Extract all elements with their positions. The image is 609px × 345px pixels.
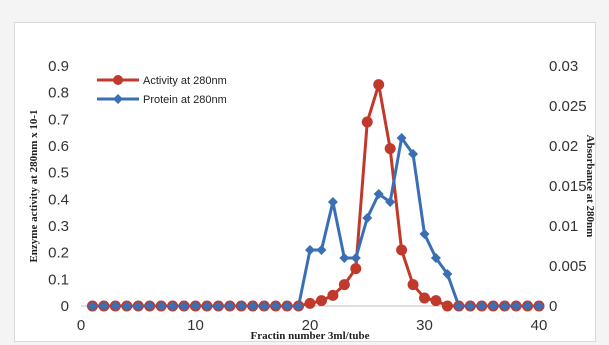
data-point [167,301,178,311]
data-point [201,301,212,311]
data-point [259,301,270,311]
y2-tick-label: 0.02 [549,138,578,155]
legend-label: Activity at 280nm [143,75,227,87]
data-point [282,301,293,311]
data-point [488,301,499,311]
data-point [293,301,304,311]
data-point [522,301,533,311]
data-point [419,292,430,304]
y-tick-label: 0 [61,298,69,315]
data-point [236,301,247,311]
data-point [270,301,281,311]
data-point [304,297,316,309]
y-tick-label: 0.6 [48,138,69,155]
data-point [430,295,442,307]
legend-label: Protein at 280nm [143,94,227,106]
y-tick-label: 0.7 [48,111,69,128]
data-point [373,79,385,91]
data-point [339,253,350,263]
data-point [327,197,338,207]
data-point [385,197,396,207]
x-tick-label: 10 [187,317,204,334]
y2-tick-label: 0.005 [549,258,587,275]
data-point [441,300,453,312]
data-point [453,301,464,311]
y-tick-label: 0.4 [48,191,69,208]
series-line-1 [92,83,539,308]
chart-frame: 0 10 20 30 40 0 0.1 0.2 0.3 0.4 0.5 0.6 0.7 0.8 0.9 0 0.… [14,22,596,342]
y2-tick-label: 0.025 [549,98,587,115]
data-point [316,245,327,255]
data-point [305,245,315,255]
data-point [121,301,132,311]
data-point [179,301,190,311]
y2-axis-title: Absorbance at 280nm [584,135,595,238]
data-point [361,116,373,128]
series-line-2 [92,136,539,308]
y-tick-label: 0.3 [48,218,69,235]
x-tick-label: 30 [416,317,433,334]
data-point [362,213,373,223]
data-point [350,253,361,263]
legend-marker [113,94,123,104]
y-tick-label: 0.9 [48,58,69,75]
y-tick-label: 0.5 [48,165,69,182]
x-axis-title: Fractin number 3ml/tube [251,330,370,341]
data-point [465,301,476,311]
y-tick-label: 0.1 [48,271,69,288]
x-tick-label: 40 [531,317,548,334]
data-point [408,149,419,159]
data-point [133,301,144,311]
data-point [110,301,121,311]
data-point [315,295,327,307]
legend-marker [113,75,123,85]
data-point [430,253,441,263]
data-point [384,143,396,155]
y2-tick-label: 0.015 [549,178,587,195]
data-point [534,301,544,311]
chart-svg: 0 10 20 30 4000.10.20.30.40.50.60.70.80.900.… [28,58,595,341]
data-point [442,269,453,279]
data-point [338,279,350,291]
data-point [144,301,155,311]
y-tick-label: 0.2 [48,245,69,262]
y-tick-label: 0.8 [48,85,69,102]
y2-tick-label: 0 [549,298,557,315]
data-point [224,301,235,311]
data-point [213,301,224,311]
data-point [156,301,167,311]
data-point [396,133,407,143]
data-point [499,301,510,311]
y2-tick-label: 0.03 [549,58,578,75]
data-point [373,189,384,199]
data-point [396,244,408,256]
data-point [190,301,201,311]
y2-tick-label: 0.01 [549,218,578,235]
data-point [327,289,339,301]
data-point [407,279,419,291]
data-point [98,301,109,311]
x-tick-label: 20 [302,317,319,334]
data-point [87,301,98,311]
data-point [419,229,430,239]
data-point [476,301,487,311]
x-tick-label: 0 [77,317,85,334]
y-axis-title: Enzyme activity at 280nm x 10-1 [28,109,40,262]
data-point [350,263,362,275]
data-point [247,301,258,311]
